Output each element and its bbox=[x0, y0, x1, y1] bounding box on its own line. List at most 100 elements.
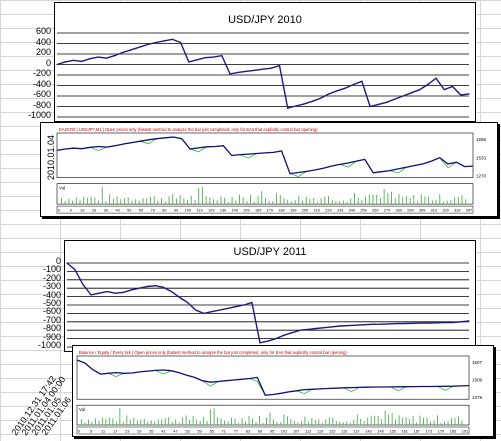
volume-bar bbox=[304, 416, 306, 425]
chart-2010-yaxis: 600 400 200 0 -200 -400 -600 -800 -1000 bbox=[0, 0, 54, 125]
x-tick-label: 179 bbox=[267, 209, 273, 213]
data-point bbox=[388, 323, 390, 325]
x-tick-label: 59 bbox=[127, 209, 131, 213]
volume-bar bbox=[112, 198, 114, 205]
x-tick-label: 149 bbox=[232, 209, 238, 213]
mt4-panel-2011[interactable]: Balance / Equity / Every tick | Open pri… bbox=[72, 345, 494, 437]
volume-bar bbox=[335, 420, 337, 425]
y-tick-label: -400 bbox=[42, 289, 61, 300]
volume-bar bbox=[98, 200, 99, 205]
volume-bar bbox=[300, 421, 302, 425]
volume-bar bbox=[189, 419, 191, 425]
data-point bbox=[451, 85, 454, 88]
x-tick-label: 219 bbox=[314, 209, 320, 213]
data-point bbox=[259, 342, 261, 344]
volume-bar bbox=[168, 196, 170, 205]
excel-chart-2010[interactable]: USD/JPY 2010 bbox=[54, 2, 476, 122]
volume-bar bbox=[239, 194, 240, 205]
data-point bbox=[396, 323, 398, 325]
volume-bar bbox=[185, 415, 187, 425]
data-point bbox=[243, 304, 245, 306]
data-point bbox=[468, 93, 470, 95]
series-line bbox=[56, 38, 470, 109]
data-point bbox=[270, 67, 272, 69]
volume-bar bbox=[72, 200, 74, 205]
date-labels: 2010.12.31 17:42 2011.01.04 00:00 2011.01.… bbox=[12, 350, 82, 440]
volume-bar bbox=[268, 200, 270, 205]
volume-bar bbox=[150, 197, 151, 205]
volume-bar bbox=[168, 417, 170, 425]
data-point bbox=[97, 56, 99, 58]
y-tick-label: 200 bbox=[35, 47, 51, 57]
right-axis-value: 1509 bbox=[472, 378, 483, 383]
x-tick-label: 249 bbox=[349, 209, 355, 213]
volume-bar bbox=[276, 421, 278, 425]
data-point bbox=[219, 309, 221, 311]
volume-bar bbox=[409, 419, 411, 425]
x-tick-label: 17 bbox=[113, 430, 117, 434]
volume-bar bbox=[224, 197, 226, 205]
volume-bar bbox=[75, 197, 77, 205]
tester-header: Balance / Equity / Every tick | Open pri… bbox=[79, 350, 347, 355]
data-point bbox=[323, 327, 325, 329]
volume-bar bbox=[290, 419, 292, 425]
mt4-panel-2010[interactable]: 2010.01.04 EA2CR0 | USDJPY,M1 | Open pri… bbox=[40, 122, 498, 217]
data-point bbox=[237, 71, 239, 73]
data-point bbox=[339, 325, 341, 327]
volume-bar bbox=[305, 196, 307, 205]
data-point bbox=[267, 340, 269, 342]
data-point bbox=[221, 54, 223, 57]
volume-bar bbox=[224, 420, 226, 425]
data-point bbox=[347, 324, 349, 327]
x-tick-label: 11 bbox=[101, 430, 105, 434]
x-tick-label: 35 bbox=[149, 430, 153, 434]
data-point bbox=[371, 323, 374, 325]
data-point bbox=[311, 100, 314, 102]
volume-bar bbox=[444, 421, 445, 425]
data-point bbox=[188, 61, 190, 63]
data-point bbox=[299, 329, 301, 331]
x-tick-label: 189 bbox=[278, 209, 284, 213]
data-point bbox=[428, 322, 430, 324]
volume-bar bbox=[105, 201, 107, 205]
volume-bar bbox=[213, 199, 214, 205]
volume-bar bbox=[257, 196, 259, 205]
data-point bbox=[404, 322, 406, 325]
x-tick-label: 143 bbox=[365, 430, 371, 434]
volume-bar bbox=[129, 419, 131, 425]
x-tick-label: 319 bbox=[431, 209, 437, 213]
chart-2011-yaxis: 0 -100 -200 -300 -400 -500 -600 -700 -800 -900 -10… bbox=[20, 240, 64, 360]
volume-bar bbox=[109, 194, 111, 205]
x-tick-label: 109 bbox=[185, 209, 191, 213]
mt4-2010-svg: 2010.01.04 EA2CR0 | USDJPY,M1 | Open pri… bbox=[46, 127, 487, 214]
data-point bbox=[436, 322, 438, 324]
data-point bbox=[90, 294, 92, 296]
x-tick-label: 29 bbox=[92, 209, 96, 213]
volume-bar bbox=[199, 420, 201, 425]
data-point bbox=[171, 38, 173, 40]
volume-bar bbox=[428, 196, 430, 205]
x-tick-label: 259 bbox=[360, 209, 366, 213]
volume-bar bbox=[220, 418, 222, 425]
data-point bbox=[138, 287, 140, 289]
volume-bar bbox=[266, 417, 267, 425]
y-tick-label: -1000 bbox=[27, 110, 51, 120]
data-point bbox=[163, 40, 165, 42]
data-point bbox=[66, 262, 68, 264]
volume-bar bbox=[241, 418, 243, 425]
volume-bar bbox=[83, 196, 85, 205]
volume-bar bbox=[245, 421, 246, 425]
volume-bar bbox=[81, 419, 82, 425]
chart-title: USD/JPY 2010 bbox=[228, 14, 302, 26]
right-axis-value: 1533 bbox=[476, 155, 487, 160]
excel-chart-2011[interactable]: USD/JPY 2011 bbox=[64, 240, 476, 352]
volume-bar bbox=[105, 419, 107, 425]
volume-bar bbox=[269, 412, 271, 425]
volume-bar bbox=[227, 421, 229, 425]
volume-bar bbox=[90, 196, 92, 205]
data-point bbox=[251, 301, 253, 304]
volume-bar bbox=[127, 197, 129, 205]
volume-bar bbox=[164, 418, 166, 425]
volume-bar bbox=[147, 421, 149, 425]
volume-bar bbox=[205, 195, 207, 205]
